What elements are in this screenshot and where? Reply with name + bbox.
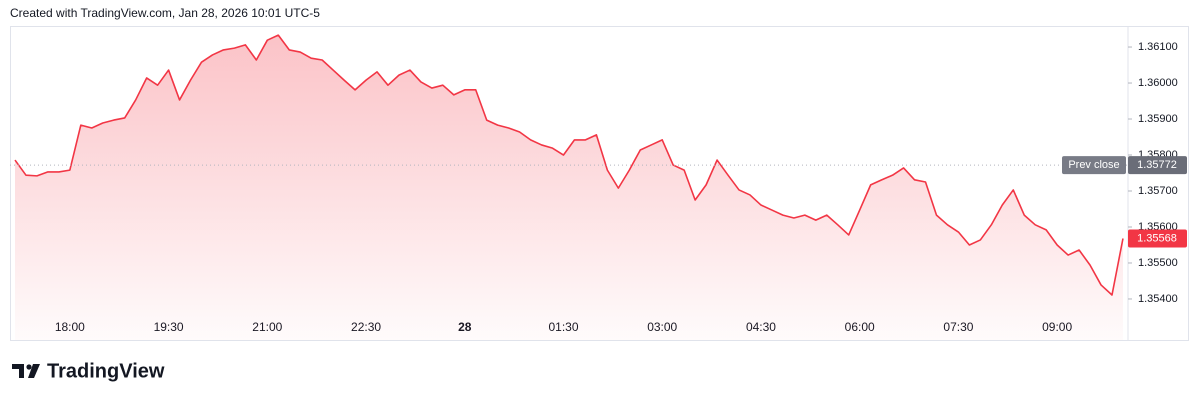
last-price-box bbox=[1128, 229, 1187, 248]
y-tick-label: 1.36100 bbox=[1138, 41, 1178, 53]
y-tick-label: 1.35500 bbox=[1138, 257, 1178, 269]
prev-close-box bbox=[1128, 156, 1187, 175]
prev-close-tag bbox=[1062, 156, 1126, 175]
price-line bbox=[14, 34, 1124, 296]
brand: TradingView bbox=[47, 360, 165, 382]
y-tick-label: 1.35900 bbox=[1138, 113, 1178, 125]
logo-slash bbox=[28, 364, 40, 378]
last-price-value: 1.35568 bbox=[1137, 232, 1177, 244]
header: Created with TradingView.com, Jan 28, 20… bbox=[10, 6, 320, 20]
y-tick-label: 1.36000 bbox=[1138, 77, 1178, 89]
prev-close-text: Prev close bbox=[1068, 159, 1119, 171]
plot-frame bbox=[10, 26, 1189, 341]
logo-mark bbox=[12, 364, 24, 378]
y-tick-label: 1.35400 bbox=[1138, 293, 1178, 305]
logo-dot bbox=[26, 364, 32, 370]
area bbox=[15, 35, 1123, 340]
logo: TradingView bbox=[12, 360, 165, 382]
y-tick-label: 1.35700 bbox=[1138, 185, 1178, 197]
prev-close-value: 1.35772 bbox=[1137, 159, 1177, 171]
